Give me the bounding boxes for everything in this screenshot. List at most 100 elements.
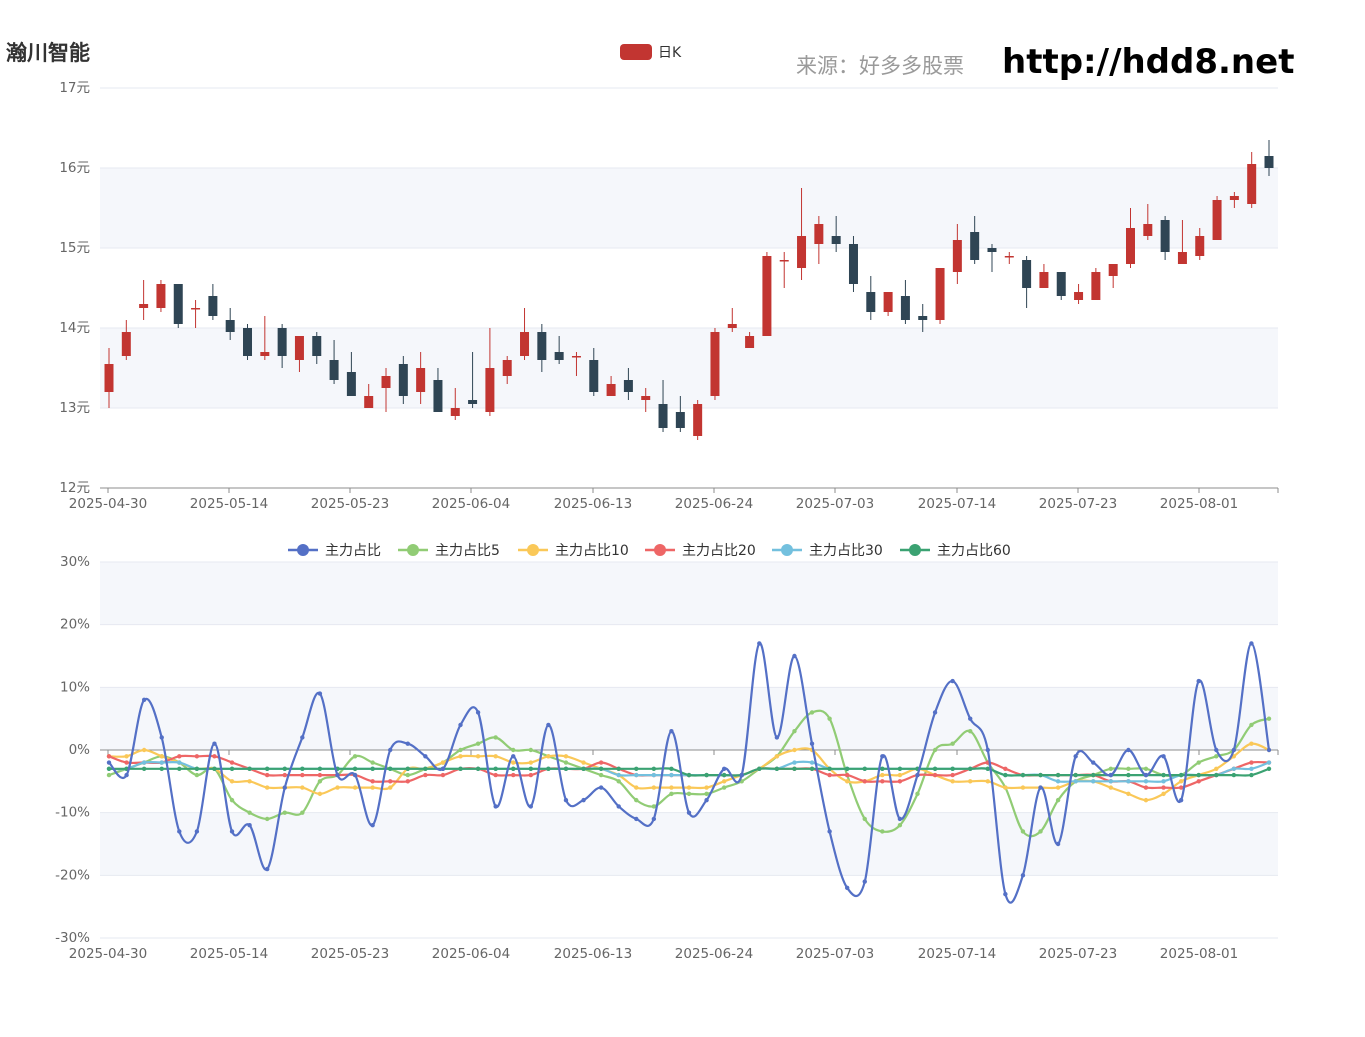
series-point xyxy=(897,816,903,822)
candle xyxy=(571,352,581,376)
kline-y-tick-label: 15元 xyxy=(59,240,90,256)
series-point xyxy=(1143,779,1149,784)
candle xyxy=(900,280,910,324)
candle-body xyxy=(797,236,807,268)
kline-x-tick-label: 2025-06-04 xyxy=(432,496,510,512)
candle-body xyxy=(1108,264,1118,276)
candle-body xyxy=(918,316,928,320)
series-point xyxy=(827,772,832,778)
candle-body xyxy=(814,224,824,244)
series-point xyxy=(405,779,410,784)
series-point xyxy=(932,747,938,753)
series-point xyxy=(792,729,797,734)
series-point xyxy=(177,766,182,771)
series-point xyxy=(651,816,657,822)
candle-body xyxy=(762,256,772,336)
series-point xyxy=(141,766,147,771)
ratio-legend-item: 主力占比20 xyxy=(645,543,756,559)
candle xyxy=(1177,220,1187,264)
series-point xyxy=(528,747,534,753)
candle-body xyxy=(1212,200,1222,240)
candle-body xyxy=(1039,272,1049,288)
candle xyxy=(294,336,304,372)
series-point xyxy=(1126,772,1131,778)
candle-body xyxy=(329,360,339,380)
series-point xyxy=(423,772,428,778)
candle xyxy=(121,320,131,360)
series-point xyxy=(651,804,657,809)
ratio-x-tick-label: 2025-04-30 xyxy=(69,946,147,962)
series-point xyxy=(616,772,621,778)
series-point xyxy=(405,741,410,746)
series-point xyxy=(194,766,200,771)
series-point xyxy=(792,653,797,659)
series-point xyxy=(616,766,621,771)
series-point xyxy=(1091,760,1096,765)
candle-body xyxy=(1229,196,1239,200)
candle-body xyxy=(277,328,287,356)
series-point xyxy=(968,716,973,721)
kline-x-tick-label: 2025-08-01 xyxy=(1160,496,1238,512)
series-point xyxy=(897,772,903,778)
series-point xyxy=(1055,797,1061,803)
series-point xyxy=(1178,785,1184,790)
candle xyxy=(1125,208,1135,268)
ratio-x-tick-label: 2025-06-04 xyxy=(432,946,510,962)
candle xyxy=(381,368,391,412)
series-point xyxy=(1126,779,1131,784)
series-point xyxy=(1143,766,1149,771)
series-point xyxy=(1266,716,1272,721)
series-point xyxy=(546,722,551,728)
series-point xyxy=(968,729,973,734)
series-point xyxy=(282,810,287,815)
series-point xyxy=(616,779,621,784)
candle xyxy=(952,224,962,284)
series-point xyxy=(862,879,867,884)
candle-body xyxy=(1125,228,1135,264)
series-point xyxy=(300,810,305,815)
candle-body xyxy=(1264,156,1274,168)
ratio-legend-dot xyxy=(297,544,309,556)
candle-body xyxy=(1056,272,1066,296)
series-point xyxy=(546,754,551,759)
candle xyxy=(762,252,772,336)
candle xyxy=(173,284,183,328)
series-point xyxy=(1266,766,1272,771)
candle xyxy=(312,332,322,364)
series-point xyxy=(809,741,815,746)
candle-body xyxy=(364,396,374,408)
series-point xyxy=(405,766,410,771)
series-point xyxy=(1003,785,1008,790)
candle-body xyxy=(208,296,218,316)
candle xyxy=(346,352,356,396)
kline-legend-label: 日K xyxy=(658,45,682,61)
series-point xyxy=(1196,772,1201,778)
candle-body xyxy=(710,332,720,396)
series-point xyxy=(897,823,903,828)
series-point xyxy=(598,766,604,771)
series-point xyxy=(1266,760,1272,765)
series-point xyxy=(950,678,955,684)
ratio-legend[interactable]: 主力占比 主力占比5 主力占比10 主力占比20 主力占比30 主力占比60 xyxy=(288,543,1011,559)
candle-body xyxy=(294,336,304,360)
candle xyxy=(260,316,270,360)
ratio-x-tick-label: 2025-06-13 xyxy=(554,946,632,962)
series-point xyxy=(1073,779,1078,784)
candle xyxy=(1108,264,1118,288)
candle-body xyxy=(970,232,980,260)
series-point xyxy=(1108,766,1114,771)
series-point xyxy=(598,760,604,765)
series-point xyxy=(880,754,885,759)
series-point xyxy=(1143,785,1149,790)
kline-legend[interactable]: 日K xyxy=(620,44,682,61)
series-line xyxy=(108,754,1270,790)
candle xyxy=(1143,204,1153,240)
series-point xyxy=(317,791,323,797)
kline-y-tick-label: 16元 xyxy=(59,160,90,176)
series-point xyxy=(317,691,323,696)
candle-body xyxy=(1195,236,1205,256)
candle-body xyxy=(589,360,599,392)
ratio-legend-label: 主力占比30 xyxy=(809,543,883,559)
candle-body xyxy=(606,384,616,396)
series-point xyxy=(669,766,674,771)
